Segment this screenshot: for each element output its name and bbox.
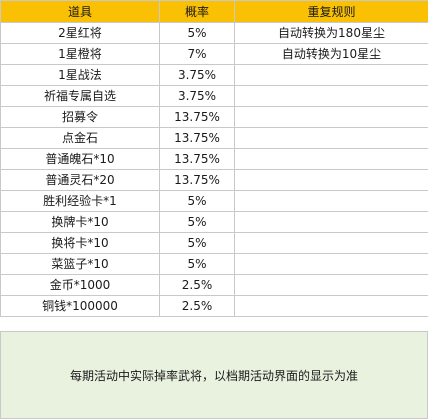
table-row: 招募令 13.75% bbox=[0, 106, 428, 128]
rule-cell bbox=[234, 295, 428, 317]
header-rate: 概率 bbox=[159, 0, 235, 23]
item-cell: 1星战法 bbox=[0, 64, 160, 86]
table-row: 2星红将 5% 自动转换为180星尘 bbox=[0, 22, 428, 44]
item-cell: 换将卡*10 bbox=[0, 232, 160, 254]
table-row: 金币*1000 2.5% bbox=[0, 274, 428, 296]
table-row: 铜钱*100000 2.5% bbox=[0, 295, 428, 317]
rate-cell: 5% bbox=[159, 253, 235, 275]
rate-cell: 13.75% bbox=[159, 127, 235, 149]
rate-cell: 3.75% bbox=[159, 85, 235, 107]
table-row: 换将卡*10 5% bbox=[0, 232, 428, 254]
table-row: 普通灵石*20 13.75% bbox=[0, 169, 428, 191]
rule-cell bbox=[234, 106, 428, 128]
table-row: 点金石 13.75% bbox=[0, 127, 428, 149]
rate-cell: 5% bbox=[159, 211, 235, 233]
footnote: 每期活动中实际掉率武将，以档期活动界面的显示为准 bbox=[0, 331, 428, 419]
item-cell: 招募令 bbox=[0, 106, 160, 128]
item-cell: 2星红将 bbox=[0, 22, 160, 44]
rule-cell bbox=[234, 190, 428, 212]
rule-cell: 自动转换为180星尘 bbox=[234, 22, 428, 44]
item-cell: 胜利经验卡*1 bbox=[0, 190, 160, 212]
header-item: 道具 bbox=[0, 0, 160, 23]
rule-cell bbox=[234, 127, 428, 149]
rate-cell: 5% bbox=[159, 232, 235, 254]
rate-cell: 13.75% bbox=[159, 106, 235, 128]
rate-cell: 7% bbox=[159, 43, 235, 65]
rule-cell bbox=[234, 232, 428, 254]
header-row: 道具 概率 重复规则 bbox=[0, 0, 428, 23]
table-row: 换牌卡*10 5% bbox=[0, 211, 428, 233]
rule-cell bbox=[234, 148, 428, 170]
rule-cell bbox=[234, 64, 428, 86]
item-cell: 点金石 bbox=[0, 127, 160, 149]
item-cell: 铜钱*100000 bbox=[0, 295, 160, 317]
rate-cell: 3.75% bbox=[159, 64, 235, 86]
rule-cell bbox=[234, 253, 428, 275]
rate-cell: 2.5% bbox=[159, 274, 235, 296]
rule-cell bbox=[234, 85, 428, 107]
rule-cell bbox=[234, 211, 428, 233]
rate-cell: 5% bbox=[159, 22, 235, 44]
header-rule: 重复规则 bbox=[234, 0, 428, 23]
item-cell: 1星橙将 bbox=[0, 43, 160, 65]
item-cell: 菜篮子*10 bbox=[0, 253, 160, 275]
item-cell: 换牌卡*10 bbox=[0, 211, 160, 233]
rule-cell bbox=[234, 169, 428, 191]
probability-table: 道具 概率 重复规则 2星红将 5% 自动转换为180星尘 1星橙将 7% 自动转换为10… bbox=[0, 0, 428, 317]
rule-cell: 自动转换为10星尘 bbox=[234, 43, 428, 65]
table-row: 胜利经验卡*1 5% bbox=[0, 190, 428, 212]
table-row: 1星橙将 7% 自动转换为10星尘 bbox=[0, 43, 428, 65]
table-row: 普通魄石*10 13.75% bbox=[0, 148, 428, 170]
rate-cell: 13.75% bbox=[159, 148, 235, 170]
table-row: 1星战法 3.75% bbox=[0, 64, 428, 86]
rate-cell: 2.5% bbox=[159, 295, 235, 317]
table-row: 祈福专属自选 3.75% bbox=[0, 85, 428, 107]
rate-cell: 5% bbox=[159, 190, 235, 212]
item-cell: 祈福专属自选 bbox=[0, 85, 160, 107]
rule-cell bbox=[234, 274, 428, 296]
item-cell: 普通灵石*20 bbox=[0, 169, 160, 191]
item-cell: 普通魄石*10 bbox=[0, 148, 160, 170]
item-cell: 金币*1000 bbox=[0, 274, 160, 296]
rate-cell: 13.75% bbox=[159, 169, 235, 191]
table-row: 菜篮子*10 5% bbox=[0, 253, 428, 275]
